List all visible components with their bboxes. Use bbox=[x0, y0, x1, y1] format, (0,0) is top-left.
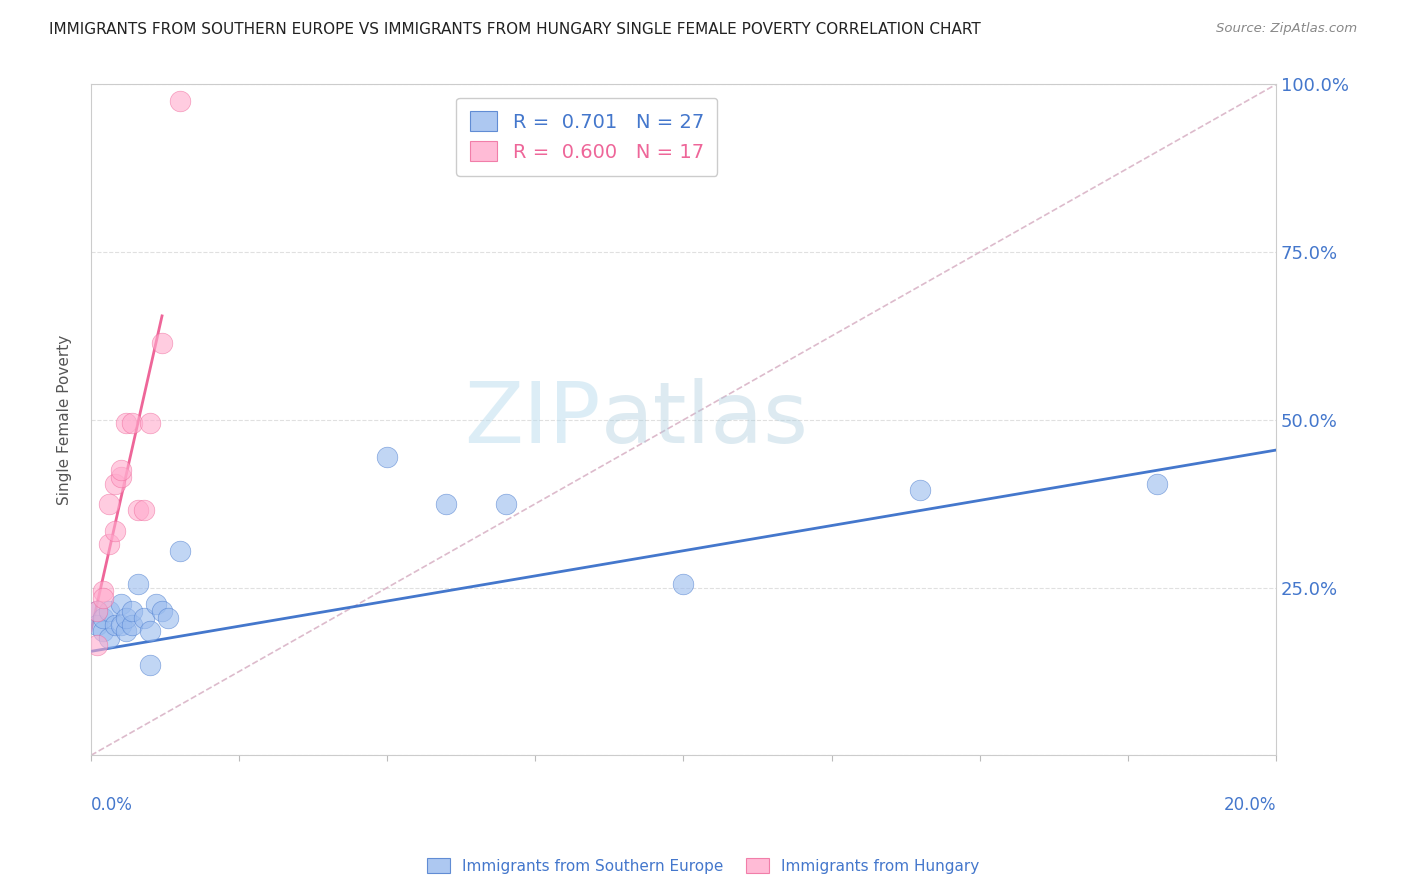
Point bbox=[91, 624, 114, 639]
Point bbox=[91, 584, 114, 599]
Point bbox=[127, 577, 149, 591]
Text: Source: ZipAtlas.com: Source: ZipAtlas.com bbox=[1216, 22, 1357, 36]
Point bbox=[121, 617, 143, 632]
Point bbox=[139, 416, 162, 430]
Point bbox=[115, 611, 138, 625]
Point bbox=[156, 611, 179, 625]
Text: IMMIGRANTS FROM SOUTHERN EUROPE VS IMMIGRANTS FROM HUNGARY SINGLE FEMALE POVERTY: IMMIGRANTS FROM SOUTHERN EUROPE VS IMMIG… bbox=[49, 22, 981, 37]
Point bbox=[150, 335, 173, 350]
Text: ZIP: ZIP bbox=[464, 378, 600, 461]
Point bbox=[110, 617, 132, 632]
Point bbox=[375, 450, 398, 464]
Point bbox=[115, 416, 138, 430]
Point bbox=[110, 598, 132, 612]
Y-axis label: Single Female Poverty: Single Female Poverty bbox=[58, 334, 72, 505]
Legend: Immigrants from Southern Europe, Immigrants from Hungary: Immigrants from Southern Europe, Immigra… bbox=[420, 852, 986, 880]
Legend: R =  0.701   N = 27, R =  0.600   N = 17: R = 0.701 N = 27, R = 0.600 N = 17 bbox=[456, 97, 717, 176]
Point bbox=[436, 497, 458, 511]
Point bbox=[127, 503, 149, 517]
Point bbox=[121, 416, 143, 430]
Point bbox=[97, 604, 120, 618]
Point bbox=[86, 604, 108, 618]
Text: 20.0%: 20.0% bbox=[1223, 796, 1277, 814]
Point bbox=[86, 638, 108, 652]
Point bbox=[86, 604, 108, 618]
Point bbox=[495, 497, 517, 511]
Text: 0.0%: 0.0% bbox=[91, 796, 132, 814]
Point bbox=[91, 591, 114, 605]
Point bbox=[169, 94, 191, 108]
Point bbox=[121, 604, 143, 618]
Point bbox=[134, 611, 156, 625]
Point bbox=[86, 617, 108, 632]
Point bbox=[110, 470, 132, 484]
Point bbox=[910, 483, 932, 498]
Point bbox=[139, 657, 162, 672]
Point bbox=[97, 631, 120, 645]
Point bbox=[104, 524, 127, 538]
Point bbox=[134, 503, 156, 517]
Point bbox=[115, 624, 138, 639]
Point bbox=[97, 497, 120, 511]
Point bbox=[104, 476, 127, 491]
Point bbox=[91, 611, 114, 625]
Point bbox=[104, 617, 127, 632]
Point bbox=[169, 543, 191, 558]
Point bbox=[1146, 476, 1168, 491]
Point bbox=[110, 463, 132, 477]
Point bbox=[139, 624, 162, 639]
Point bbox=[150, 604, 173, 618]
Text: atlas: atlas bbox=[600, 378, 808, 461]
Point bbox=[672, 577, 695, 591]
Point bbox=[97, 537, 120, 551]
Point bbox=[145, 598, 167, 612]
